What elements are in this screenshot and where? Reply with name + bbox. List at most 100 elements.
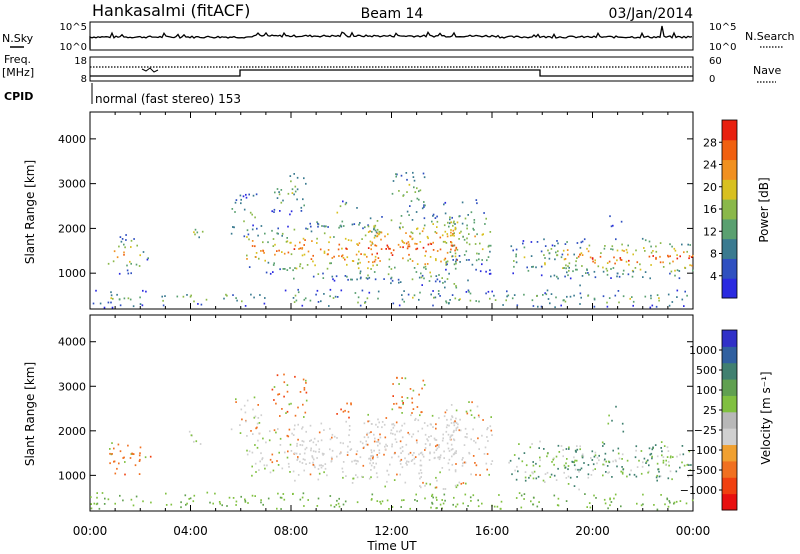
data-cell — [413, 186, 415, 189]
data-cell — [406, 178, 408, 181]
data-cell — [626, 251, 629, 254]
data-cell — [312, 463, 315, 466]
power-panel-frame — [89, 111, 694, 310]
data-cell — [292, 470, 295, 473]
data-cell — [555, 479, 558, 481]
data-cell — [244, 305, 247, 307]
data-cell — [410, 231, 413, 234]
data-cell — [573, 461, 575, 464]
data-cell — [266, 464, 268, 467]
data-cell — [361, 475, 363, 478]
data-cell — [247, 233, 250, 236]
data-cell — [218, 501, 221, 503]
data-cell — [444, 411, 447, 414]
data-cell — [374, 224, 377, 227]
data-cell — [626, 475, 628, 478]
data-cell — [281, 408, 283, 410]
data-cell — [277, 393, 279, 396]
data-cell — [359, 304, 362, 307]
data-cell — [587, 250, 590, 253]
data-cell — [464, 217, 467, 220]
data-cell — [323, 429, 325, 431]
data-cell — [310, 449, 312, 452]
data-cell — [568, 266, 570, 269]
data-cell — [119, 450, 122, 453]
data-cell — [401, 436, 404, 439]
data-cell — [511, 297, 514, 300]
data-cell — [455, 427, 458, 430]
data-cell — [525, 464, 528, 467]
data-cell — [418, 276, 421, 279]
data-cell — [354, 292, 357, 294]
data-cell — [607, 472, 609, 474]
data-cell — [434, 456, 436, 459]
data-cell — [269, 458, 272, 461]
data-cell — [594, 468, 596, 470]
data-cell — [516, 304, 519, 307]
data-cell — [290, 241, 292, 244]
data-cell — [479, 242, 481, 245]
data-cell — [470, 438, 472, 441]
data-cell — [561, 253, 564, 256]
data-cell — [380, 502, 382, 505]
data-cell — [451, 294, 454, 296]
data-cell — [274, 253, 276, 256]
data-cell — [403, 300, 405, 303]
data-cell — [464, 461, 467, 464]
data-cell — [418, 453, 420, 456]
data-cell — [575, 260, 577, 263]
data-cell — [256, 422, 259, 425]
data-cell — [201, 230, 204, 233]
data-cell — [666, 456, 669, 458]
data-cell — [342, 410, 345, 413]
data-cell — [536, 241, 539, 243]
data-cell — [296, 198, 298, 201]
data-cell — [556, 240, 558, 242]
data-cell — [459, 298, 461, 301]
data-cell — [235, 398, 237, 401]
data-cell — [558, 451, 561, 453]
colorbar-tick-label: −500 — [687, 464, 717, 477]
data-cell — [403, 290, 405, 292]
data-cell — [296, 176, 299, 179]
data-cell — [632, 253, 634, 256]
data-cell — [278, 191, 280, 193]
data-cell — [656, 294, 659, 296]
data-cell — [642, 276, 644, 278]
data-cell — [441, 439, 444, 442]
data-cell — [490, 463, 493, 465]
data-cell — [294, 375, 296, 378]
data-cell — [347, 410, 350, 413]
data-cell — [376, 220, 379, 222]
data-cell — [444, 257, 447, 260]
data-cell — [413, 267, 416, 269]
data-cell — [587, 476, 590, 479]
data-cell — [421, 284, 423, 286]
data-cell — [296, 445, 298, 447]
data-cell — [649, 306, 652, 309]
data-cell — [674, 269, 676, 272]
data-cell — [286, 390, 289, 393]
data-cell — [410, 414, 412, 417]
data-cell — [599, 255, 602, 258]
data-cell — [427, 243, 430, 246]
data-cell — [276, 507, 278, 510]
data-cell — [288, 428, 291, 431]
colorbar-tick-label: 4 — [710, 270, 717, 283]
data-cell — [274, 243, 276, 246]
data-cell — [419, 459, 422, 462]
data-cell — [443, 415, 446, 418]
data-cell — [618, 275, 621, 278]
data-cell — [286, 410, 289, 413]
data-cell — [592, 260, 594, 263]
data-cell — [488, 473, 490, 476]
data-cell — [286, 434, 289, 437]
data-cell — [363, 253, 366, 256]
data-cell — [274, 191, 276, 194]
data-cell — [445, 268, 447, 271]
data-cell — [610, 501, 613, 503]
data-cell — [330, 460, 333, 463]
data-cell — [475, 268, 477, 271]
data-cell — [452, 221, 455, 224]
colorbar-tick-label: 28 — [703, 136, 717, 149]
